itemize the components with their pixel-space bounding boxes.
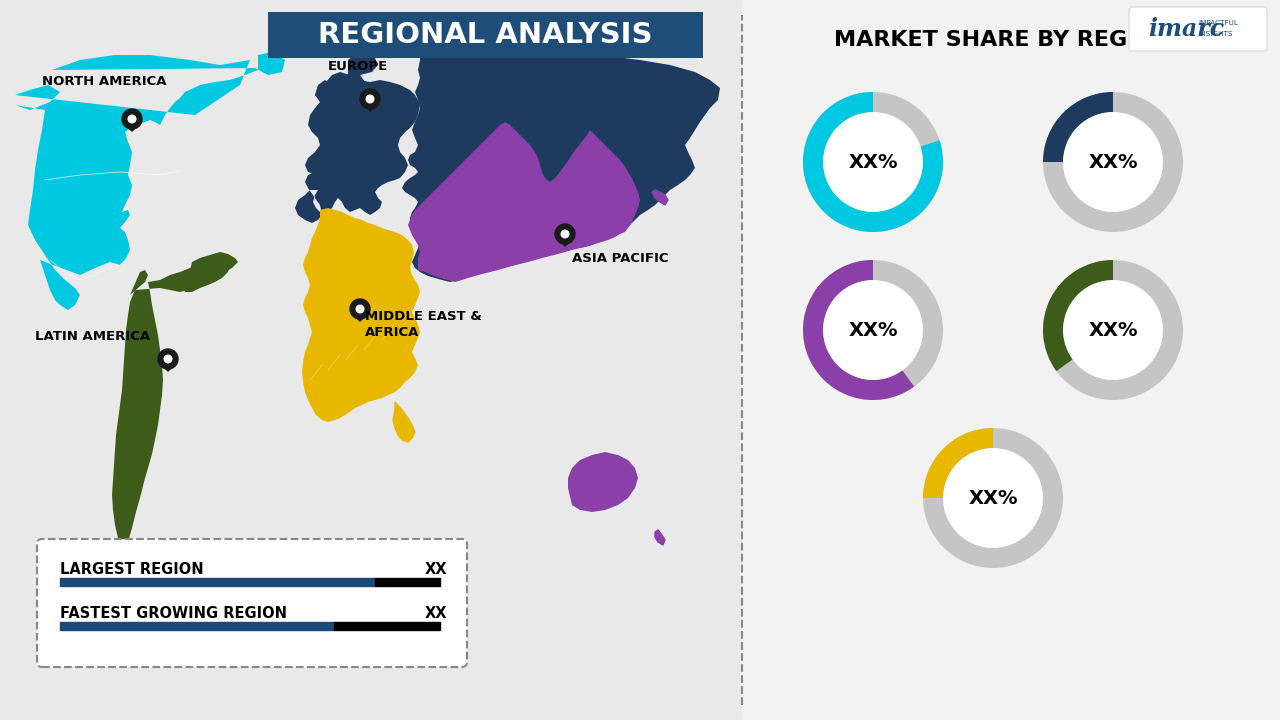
Circle shape (349, 299, 370, 319)
Text: XX%: XX% (1088, 320, 1138, 340)
Wedge shape (1043, 260, 1114, 371)
Polygon shape (302, 208, 420, 422)
Text: LATIN AMERICA: LATIN AMERICA (35, 330, 150, 343)
Circle shape (945, 449, 1042, 547)
Polygon shape (353, 315, 366, 321)
Text: INSIGHTS: INSIGHTS (1198, 31, 1233, 37)
Polygon shape (408, 122, 640, 282)
Circle shape (556, 224, 575, 244)
Bar (375, 578, 440, 586)
Wedge shape (1043, 260, 1183, 400)
Polygon shape (125, 125, 138, 131)
Text: XX: XX (425, 606, 447, 621)
Wedge shape (803, 92, 943, 232)
Polygon shape (15, 52, 285, 310)
Polygon shape (605, 218, 620, 232)
Wedge shape (803, 92, 943, 232)
Text: XX: XX (425, 562, 447, 577)
Circle shape (128, 115, 136, 123)
Wedge shape (1043, 92, 1114, 162)
Text: MARKET SHARE BY REGION: MARKET SHARE BY REGION (833, 30, 1172, 50)
Wedge shape (923, 428, 1062, 568)
Circle shape (824, 113, 922, 211)
Circle shape (366, 95, 374, 103)
Text: imarc: imarc (1148, 17, 1224, 41)
Text: EUROPE: EUROPE (328, 60, 388, 73)
Circle shape (1064, 281, 1162, 379)
Circle shape (561, 230, 568, 238)
Circle shape (157, 349, 178, 369)
FancyBboxPatch shape (1129, 7, 1267, 51)
Circle shape (164, 355, 172, 363)
Polygon shape (364, 105, 376, 111)
FancyBboxPatch shape (268, 12, 703, 58)
Bar (60, 622, 334, 630)
Circle shape (122, 109, 142, 129)
Bar (334, 622, 440, 630)
Circle shape (360, 89, 380, 109)
FancyBboxPatch shape (37, 539, 467, 667)
Text: XX%: XX% (849, 320, 897, 340)
Wedge shape (923, 428, 993, 498)
Text: FASTEST GROWING REGION: FASTEST GROWING REGION (60, 606, 287, 621)
Polygon shape (113, 252, 238, 642)
Text: XX%: XX% (849, 153, 897, 171)
Polygon shape (294, 52, 420, 223)
Text: NORTH AMERICA: NORTH AMERICA (42, 75, 166, 88)
Wedge shape (803, 260, 914, 400)
Bar (60, 578, 375, 586)
Text: MIDDLE EAST &
AFRICA: MIDDLE EAST & AFRICA (365, 310, 481, 339)
Bar (742, 0, 1280, 720)
Circle shape (824, 281, 922, 379)
Polygon shape (558, 240, 571, 246)
Polygon shape (393, 402, 415, 442)
Text: REGIONAL ANALYSIS: REGIONAL ANALYSIS (317, 21, 653, 49)
Wedge shape (803, 260, 943, 400)
Text: XX%: XX% (1088, 153, 1138, 171)
Text: LARGEST REGION: LARGEST REGION (60, 562, 204, 577)
Polygon shape (568, 452, 637, 512)
Circle shape (1064, 113, 1162, 211)
Polygon shape (161, 365, 174, 371)
Polygon shape (652, 190, 668, 205)
Polygon shape (529, 218, 550, 232)
Circle shape (356, 305, 364, 312)
Wedge shape (1043, 92, 1183, 232)
Text: IMPACTFUL: IMPACTFUL (1198, 20, 1238, 26)
Text: ASIA PACIFIC: ASIA PACIFIC (572, 252, 668, 265)
Polygon shape (655, 530, 666, 545)
Text: XX%: XX% (968, 488, 1018, 508)
Polygon shape (402, 50, 719, 282)
